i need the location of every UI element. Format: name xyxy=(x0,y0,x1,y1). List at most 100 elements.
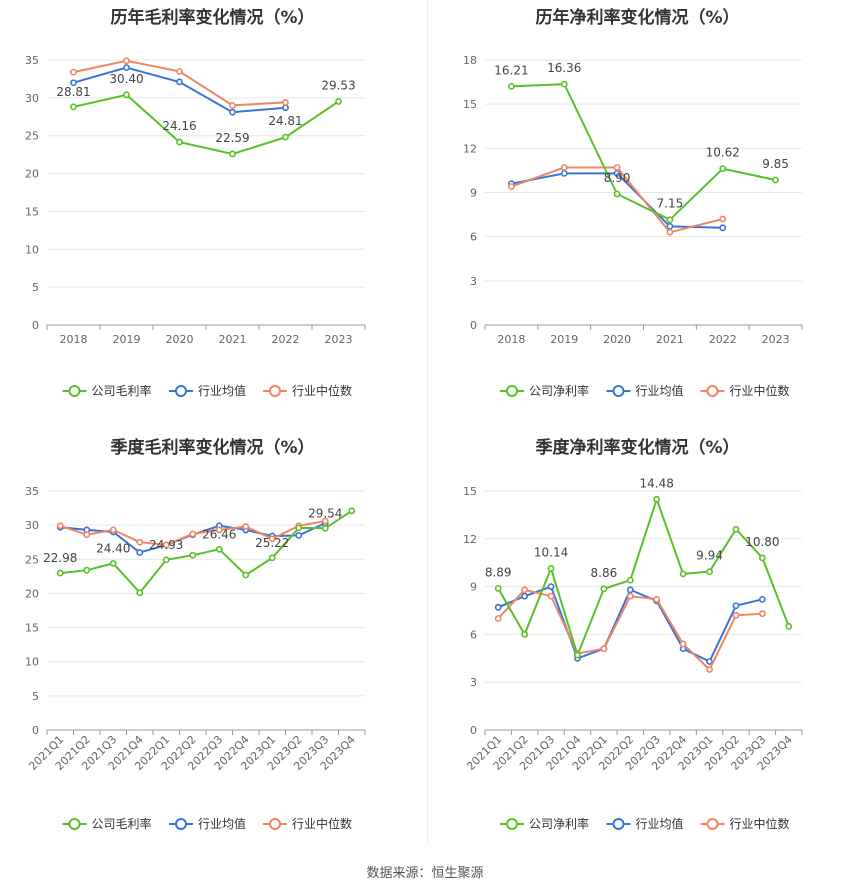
legend-label[interactable]: 行业均值 xyxy=(636,816,684,831)
data-point[interactable] xyxy=(70,103,77,111)
legend-marker[interactable] xyxy=(706,818,719,830)
data-point[interactable] xyxy=(626,592,634,600)
data-point[interactable] xyxy=(242,523,250,530)
legend-marker[interactable] xyxy=(506,385,518,397)
data-point[interactable] xyxy=(189,530,197,538)
data-point[interactable] xyxy=(162,541,170,549)
data-point[interactable] xyxy=(176,78,183,86)
data-point[interactable] xyxy=(348,507,356,515)
data-point[interactable] xyxy=(123,64,130,71)
data-point[interactable] xyxy=(282,133,289,141)
legend-marker[interactable] xyxy=(175,385,187,397)
legend-marker[interactable] xyxy=(68,385,81,397)
data-point[interactable] xyxy=(70,68,77,76)
legend-marker[interactable] xyxy=(175,818,187,830)
data-point[interactable] xyxy=(229,150,236,158)
data-point[interactable] xyxy=(600,585,608,593)
data-point[interactable] xyxy=(521,630,529,638)
data-point[interactable] xyxy=(229,108,236,116)
legend-label[interactable]: 行业中位数 xyxy=(730,383,790,398)
data-point[interactable] xyxy=(176,67,183,75)
data-point[interactable] xyxy=(215,545,223,553)
legend-marker[interactable] xyxy=(706,385,719,397)
legend-label[interactable]: 公司毛利率 xyxy=(92,816,152,831)
data-point[interactable] xyxy=(229,102,236,109)
data-point[interactable] xyxy=(679,570,687,578)
data-point[interactable] xyxy=(268,554,276,562)
data-point[interactable] xyxy=(706,658,713,665)
data-point[interactable] xyxy=(600,645,608,653)
legend-marker[interactable] xyxy=(269,385,281,397)
legend-marker[interactable] xyxy=(68,818,81,830)
legend-label[interactable]: 行业均值 xyxy=(636,383,684,398)
data-point[interactable] xyxy=(560,80,568,88)
data-point[interactable] xyxy=(83,531,91,539)
data-point[interactable] xyxy=(56,569,64,577)
data-point[interactable] xyxy=(547,583,555,590)
data-point[interactable] xyxy=(494,615,502,622)
data-point[interactable] xyxy=(242,571,250,579)
data-point[interactable] xyxy=(732,611,740,619)
data-point[interactable] xyxy=(56,522,64,530)
data-point[interactable] xyxy=(626,586,634,594)
data-point[interactable] xyxy=(268,535,276,543)
data-point[interactable] xyxy=(653,495,661,503)
data-point[interactable] xyxy=(772,176,779,184)
data-point[interactable] xyxy=(547,565,555,572)
data-point[interactable] xyxy=(521,592,529,600)
data-point[interactable] xyxy=(494,603,502,611)
data-point[interactable] xyxy=(295,524,303,532)
data-point[interactable] xyxy=(123,57,130,65)
data-point[interactable] xyxy=(189,551,197,559)
data-point[interactable] xyxy=(560,164,568,171)
legend-marker[interactable] xyxy=(612,385,625,397)
legend-label[interactable]: 行业中位数 xyxy=(292,383,352,398)
data-point[interactable] xyxy=(321,517,329,525)
legend-label[interactable]: 行业中位数 xyxy=(292,816,352,831)
legend-marker[interactable] xyxy=(506,818,518,830)
data-point[interactable] xyxy=(666,222,674,230)
data-point[interactable] xyxy=(162,556,170,564)
legend-label[interactable]: 公司净利率 xyxy=(529,383,589,398)
data-point[interactable] xyxy=(719,215,727,223)
data-point[interactable] xyxy=(295,531,303,539)
data-point[interactable] xyxy=(123,91,130,99)
data-point[interactable] xyxy=(282,99,289,106)
legend-marker[interactable] xyxy=(269,818,281,830)
legend-marker[interactable] xyxy=(612,818,625,830)
data-point[interactable] xyxy=(706,666,713,673)
data-point[interactable] xyxy=(508,82,515,90)
data-point[interactable] xyxy=(732,525,740,533)
data-point[interactable] xyxy=(321,524,329,532)
data-point[interactable] xyxy=(613,164,621,171)
legend-label[interactable]: 行业均值 xyxy=(198,383,246,398)
data-point[interactable] xyxy=(732,602,740,610)
data-point[interactable] xyxy=(666,216,674,224)
data-point[interactable] xyxy=(706,568,713,576)
data-point[interactable] xyxy=(613,190,621,198)
data-point[interactable] xyxy=(719,224,727,232)
legend-label[interactable]: 公司净利率 xyxy=(529,816,589,831)
data-point[interactable] xyxy=(508,183,515,191)
data-point[interactable] xyxy=(109,526,117,534)
data-point[interactable] xyxy=(83,566,91,574)
data-point[interactable] xyxy=(785,623,793,630)
data-point[interactable] xyxy=(136,538,144,546)
data-point[interactable] xyxy=(282,104,289,112)
data-point[interactable] xyxy=(494,584,502,592)
data-point[interactable] xyxy=(335,98,342,105)
legend-label[interactable]: 公司毛利率 xyxy=(92,383,152,398)
data-point[interactable] xyxy=(679,640,687,648)
data-point[interactable] xyxy=(136,549,144,556)
data-point[interactable] xyxy=(758,554,766,562)
data-point[interactable] xyxy=(626,576,634,584)
legend-label[interactable]: 行业均值 xyxy=(198,816,246,831)
data-point[interactable] xyxy=(574,651,581,659)
legend-label[interactable]: 行业中位数 xyxy=(730,816,790,831)
data-point[interactable] xyxy=(653,595,661,603)
data-point[interactable] xyxy=(560,169,568,177)
data-point[interactable] xyxy=(758,595,766,603)
data-point[interactable] xyxy=(176,138,183,146)
data-point[interactable] xyxy=(109,559,117,567)
data-point[interactable] xyxy=(521,586,529,594)
